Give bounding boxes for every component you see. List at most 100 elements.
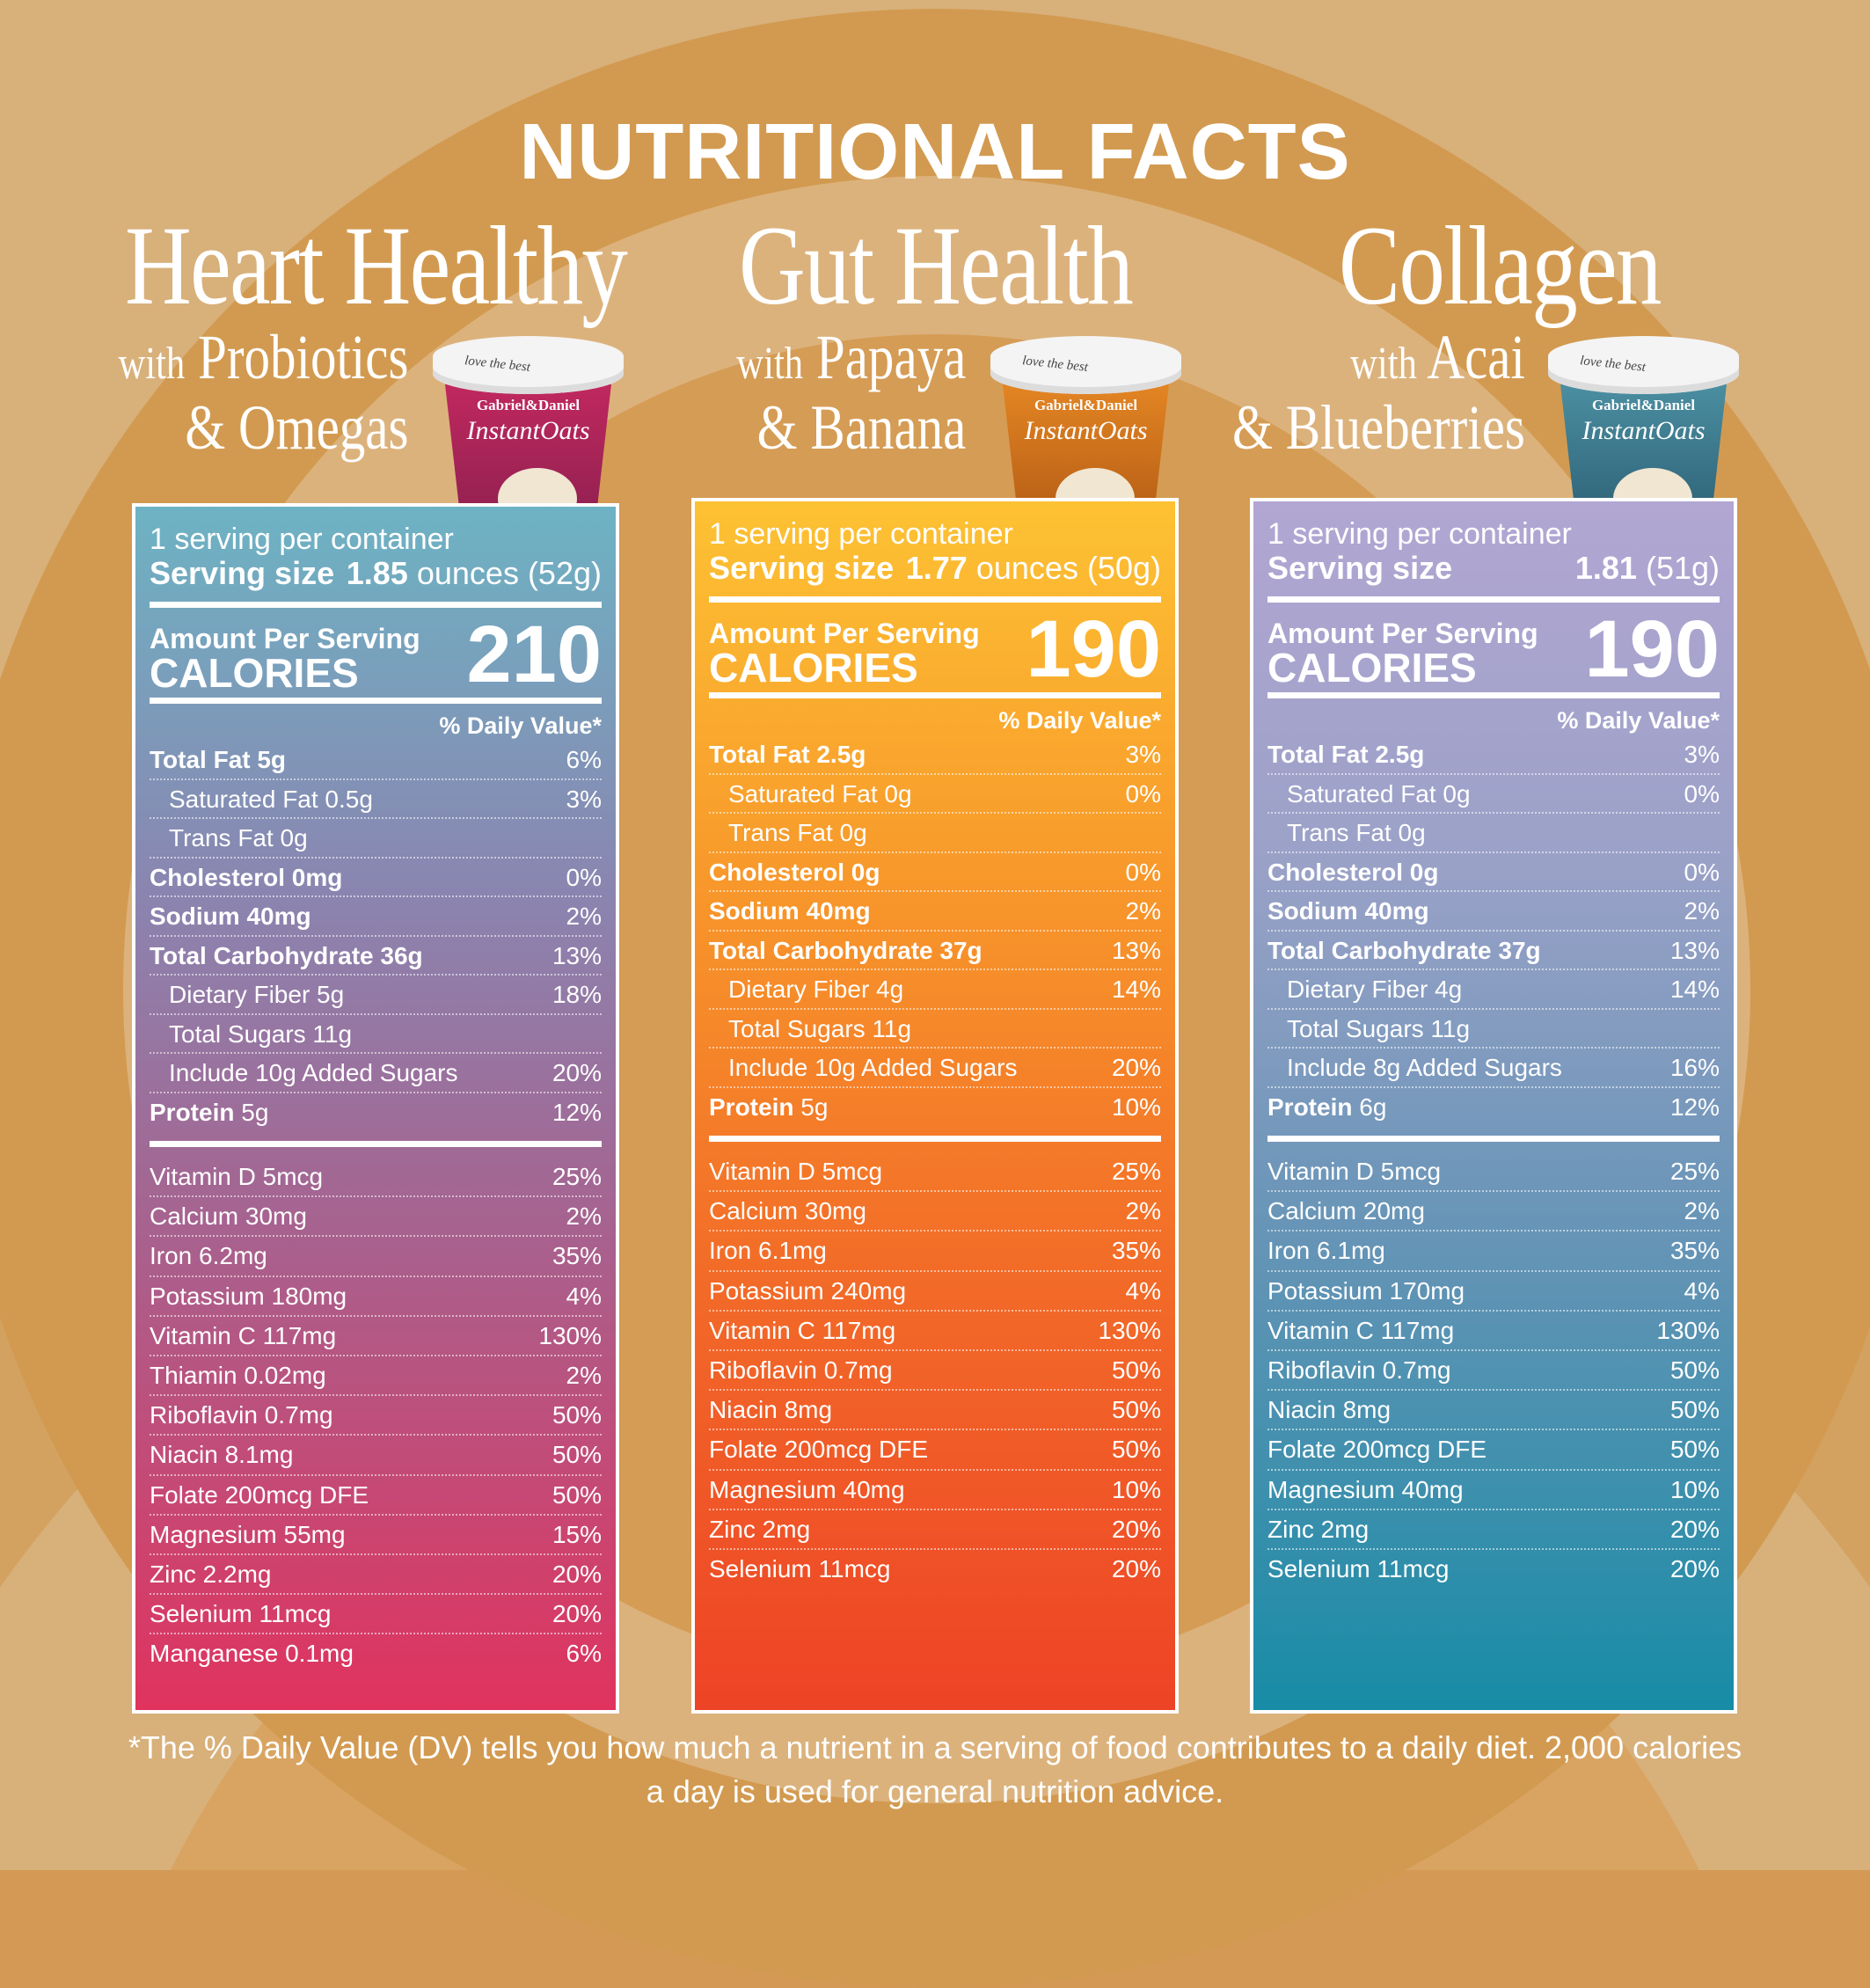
nutrient-row: Trans Fat 0g bbox=[150, 819, 602, 859]
divider bbox=[1267, 692, 1720, 698]
nutrient-name: Dietary Fiber 4g bbox=[1267, 970, 1462, 1008]
nutrient-label: Sodium 40mg bbox=[1267, 897, 1429, 925]
vitamins-list: Vitamin D 5mcg 25% Calcium 30mg 2% Iron 6.2m… bbox=[150, 1158, 602, 1674]
vitamin-name: Folate 200mcg DFE bbox=[150, 1480, 369, 1509]
vitamin-daily-value: 50% bbox=[552, 1441, 602, 1469]
nutrient-daily-value: 3% bbox=[566, 785, 602, 813]
calories-label-group: Amount Per Serving CALORIES bbox=[150, 623, 420, 693]
nutrient-row: Dietary Fiber 4g 14% bbox=[1267, 970, 1720, 1010]
nutrient-label: Protein bbox=[709, 1093, 794, 1121]
nutrient-label: Dietary Fiber 5g bbox=[169, 981, 345, 1008]
serving-size-value: 1.81 (51g) bbox=[1575, 551, 1720, 586]
vitamin-daily-value: 130% bbox=[538, 1321, 602, 1349]
calories-row: Amount Per Serving CALORIES 190 bbox=[1267, 609, 1720, 690]
vitamin-row: Riboflavin 0.7mg 50% bbox=[150, 1396, 602, 1436]
vitamin-row: Niacin 8.1mg 50% bbox=[150, 1436, 602, 1476]
vitamin-name: Niacin 8.1mg bbox=[150, 1441, 294, 1469]
nutrient-row: Include 8g Added Sugars 16% bbox=[1267, 1049, 1720, 1088]
amount-per-serving-label: Amount Per Serving bbox=[1267, 618, 1538, 649]
nutrient-row: Sodium 40mg 2% bbox=[1267, 892, 1720, 932]
nutrient-daily-value: 13% bbox=[552, 941, 602, 969]
vitamin-row: Potassium 170mg 4% bbox=[1267, 1272, 1720, 1312]
product-subtitle-gut-health: with Papaya & Banana bbox=[736, 325, 966, 459]
nutrition-panel-heart-healthy: 1 serving per container Serving size 1.85 … bbox=[132, 503, 619, 1714]
vitamin-daily-value: 130% bbox=[1098, 1316, 1161, 1344]
nutrient-row: Total Carbohydrate 37g 13% bbox=[1267, 932, 1720, 970]
nutrient-row: Total Carbohydrate 37g 13% bbox=[709, 932, 1161, 970]
nutrient-name: Include 10g Added Sugars bbox=[709, 1049, 1017, 1086]
nutrient-name: Sodium 40mg bbox=[1267, 892, 1429, 930]
vitamin-row: Vitamin D 5mcg 25% bbox=[1267, 1152, 1720, 1193]
vitamin-name: Magnesium 55mg bbox=[150, 1520, 346, 1548]
nutrient-row: Total Sugars 11g bbox=[1267, 1010, 1720, 1049]
vitamin-row: Selenium 11mcg 20% bbox=[709, 1550, 1161, 1590]
vitamin-name: Magnesium 40mg bbox=[709, 1475, 905, 1503]
nutrient-row: Include 10g Added Sugars 20% bbox=[709, 1049, 1161, 1088]
nutrient-daily-value: 10% bbox=[1111, 1093, 1161, 1121]
panel-content: 1 serving per container Serving size 1.81 … bbox=[1267, 517, 1720, 1590]
vitamin-name: Zinc 2mg bbox=[709, 1515, 811, 1543]
product-title-heart-healthy: Heart Healthy bbox=[125, 203, 628, 328]
vitamin-daily-value: 50% bbox=[1111, 1396, 1161, 1424]
vitamin-daily-value: 4% bbox=[1684, 1276, 1720, 1305]
vitamin-daily-value: 20% bbox=[1669, 1515, 1720, 1543]
nutrient-row: Sodium 40mg 2% bbox=[150, 897, 602, 937]
nutrient-name: Total Carbohydrate 36g bbox=[150, 937, 423, 975]
vitamins-list: Vitamin D 5mcg 25% Calcium 20mg 2% Iron 6.1m… bbox=[1267, 1152, 1720, 1590]
nutrient-row: Trans Fat 0g bbox=[1267, 814, 1720, 853]
vitamin-daily-value: 20% bbox=[1669, 1554, 1720, 1582]
nutrient-name: Include 8g Added Sugars bbox=[1267, 1049, 1562, 1086]
nutrient-daily-value: 13% bbox=[1111, 936, 1161, 964]
vitamin-daily-value: 50% bbox=[1111, 1436, 1161, 1464]
nutrient-daily-value: 3% bbox=[1125, 741, 1161, 768]
vitamin-row: Potassium 180mg 4% bbox=[150, 1277, 602, 1317]
serving-size-unit: (51g) bbox=[1645, 550, 1720, 586]
nutrient-row: Dietary Fiber 4g 14% bbox=[709, 970, 1161, 1010]
vitamin-name: Zinc 2mg bbox=[1267, 1515, 1370, 1543]
subtitle-line-2: & Blueberries bbox=[1232, 392, 1525, 463]
nutrient-label: Cholesterol 0g bbox=[709, 858, 880, 886]
divider bbox=[1267, 1136, 1720, 1142]
serving-size-label: Serving size bbox=[1267, 550, 1453, 586]
nutrition-panel-collagen: 1 serving per container Serving size 1.81 … bbox=[1250, 498, 1737, 1714]
vitamin-name: Potassium 240mg bbox=[709, 1276, 907, 1305]
nutrient-label: Saturated Fat 0g bbox=[1287, 779, 1471, 808]
vitamin-row: Vitamin D 5mcg 25% bbox=[150, 1158, 602, 1198]
panel-content: 1 serving per container Serving size 1.85 … bbox=[150, 523, 602, 1674]
nutrient-label: Cholesterol 0mg bbox=[150, 863, 343, 891]
page-title: NUTRITIONAL FACTS bbox=[519, 108, 1351, 196]
vitamin-daily-value: 50% bbox=[552, 1480, 602, 1509]
vitamin-row: Zinc 2.2mg 20% bbox=[150, 1555, 602, 1596]
nutrient-row: Protein 5g 12% bbox=[150, 1093, 602, 1133]
vitamin-daily-value: 15% bbox=[552, 1520, 602, 1548]
with-label: with bbox=[735, 339, 803, 389]
nutrient-name: Cholesterol 0g bbox=[1267, 853, 1438, 891]
calories-row: Amount Per Serving CALORIES 190 bbox=[709, 609, 1161, 690]
vitamin-daily-value: 25% bbox=[1669, 1158, 1720, 1185]
vitamin-name: Vitamin C 117mg bbox=[1267, 1316, 1455, 1344]
nutrient-daily-value: 18% bbox=[552, 981, 602, 1008]
nutrient-label: Protein bbox=[1267, 1093, 1353, 1121]
vitamin-daily-value: 6% bbox=[566, 1640, 602, 1668]
vitamin-row: Thiamin 0.02mg 2% bbox=[150, 1356, 602, 1397]
serving-size-row: Serving size 1.85 ounces (52g) bbox=[150, 556, 602, 591]
nutrient-label: Trans Fat 0g bbox=[728, 819, 867, 846]
vitamin-daily-value: 2% bbox=[566, 1202, 602, 1231]
vitamin-row: Selenium 11mcg 20% bbox=[150, 1595, 602, 1635]
vitamin-name: Selenium 11mcg bbox=[150, 1600, 332, 1628]
nutrient-row: Include 10g Added Sugars 20% bbox=[150, 1054, 602, 1093]
vitamin-name: Folate 200mcg DFE bbox=[709, 1436, 928, 1464]
amount-per-serving-label: Amount Per Serving bbox=[150, 623, 420, 654]
nutrient-name: Total Fat 5g bbox=[150, 741, 286, 778]
vitamin-row: Folate 200mcg DFE 50% bbox=[709, 1430, 1161, 1471]
nutrient-row: Sodium 40mg 2% bbox=[709, 892, 1161, 932]
daily-value-header: % Daily Value* bbox=[1557, 707, 1720, 734]
vitamin-daily-value: 20% bbox=[1111, 1515, 1161, 1543]
serving-size-amount: 1.81 bbox=[1574, 550, 1637, 586]
cup-product-line: InstantOats bbox=[466, 416, 590, 445]
vitamin-row: Iron 6.1mg 35% bbox=[1267, 1232, 1720, 1272]
nutrient-row: Total Fat 2.5g 3% bbox=[709, 735, 1161, 775]
vitamin-daily-value: 50% bbox=[1669, 1356, 1720, 1384]
nutrient-label: Total Carbohydrate 37g bbox=[709, 936, 982, 964]
divider bbox=[709, 692, 1161, 698]
